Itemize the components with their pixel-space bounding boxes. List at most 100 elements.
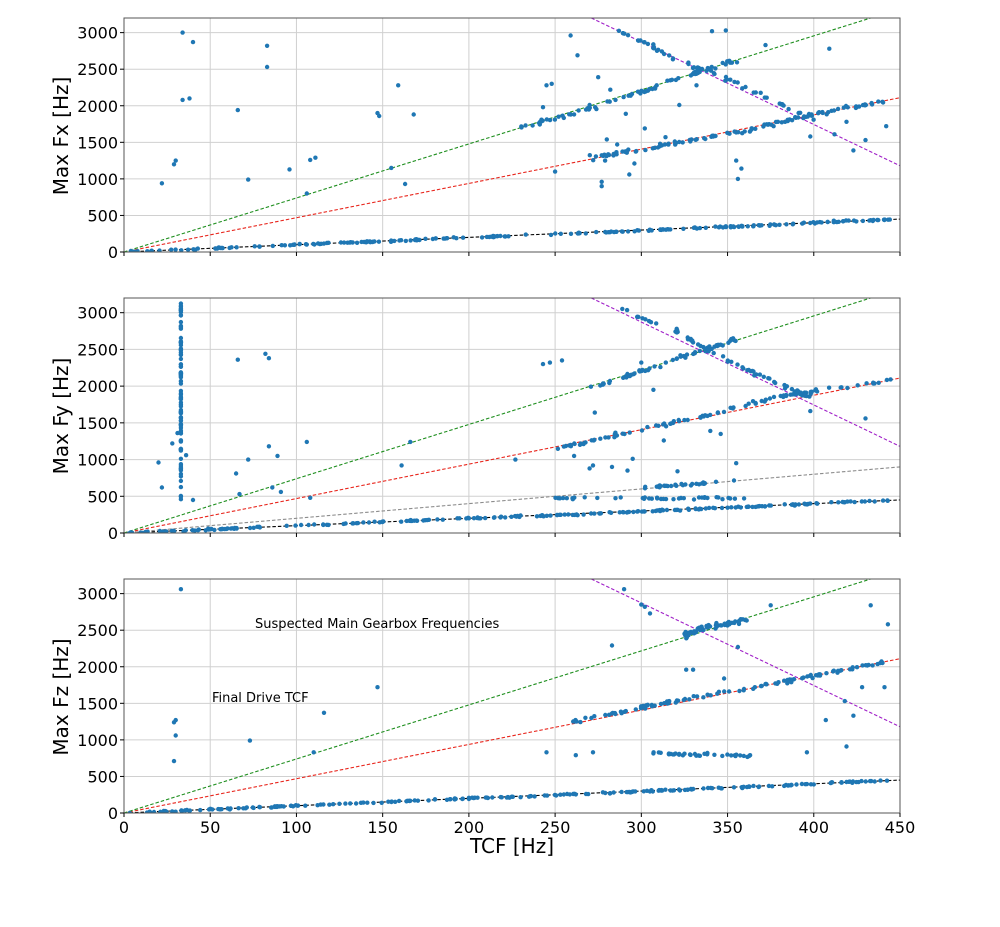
scatter-point: [175, 430, 180, 436]
scatter-point: [872, 381, 877, 386]
scatter-point: [867, 778, 873, 784]
scatter-point: [145, 249, 150, 252]
scatter-point: [729, 505, 734, 510]
scatter-point: [604, 153, 609, 159]
scatter-point: [623, 708, 628, 714]
scatter-point: [843, 103, 849, 109]
scatter-point: [815, 220, 820, 225]
scatter-point: [784, 393, 789, 399]
scatter-point: [575, 53, 580, 58]
scatter-point: [691, 497, 697, 502]
scatter-point: [635, 314, 640, 319]
scatter-point: [396, 83, 401, 88]
scatter-point: [157, 248, 162, 252]
scatter-point: [616, 28, 622, 33]
scatter-point: [592, 714, 597, 719]
scatter-point: [808, 408, 813, 414]
scatter-point: [663, 135, 668, 140]
scatter-point: [540, 361, 546, 367]
scatter-point: [668, 788, 673, 793]
scatter-point: [805, 674, 810, 679]
scatter-point: [768, 603, 773, 608]
scatter-point: [518, 795, 523, 800]
scatter-point: [634, 148, 639, 154]
scatter-point: [178, 456, 184, 461]
scatter-point: [662, 142, 668, 147]
scatter-point: [878, 778, 883, 783]
scatter-point: [823, 717, 828, 723]
scatter-point: [178, 370, 184, 375]
scatter-point: [337, 801, 342, 806]
scatter-point: [169, 247, 174, 252]
scatter-point: [793, 115, 798, 120]
y-tick-label: 1000: [77, 451, 118, 470]
scatter-point: [630, 456, 635, 461]
scatter-point: [246, 457, 251, 462]
scatter-point: [632, 161, 637, 166]
scatter-point: [560, 495, 566, 501]
scatter-point: [832, 132, 837, 137]
scatter-point: [624, 789, 629, 795]
scatter-point: [376, 239, 382, 244]
scatter-point: [635, 509, 640, 514]
scatter-point: [839, 385, 844, 390]
scatter-point: [742, 129, 747, 134]
scatter-point: [687, 752, 693, 757]
scatter-point: [839, 780, 844, 785]
scatter-point: [762, 122, 767, 127]
scatter-point: [653, 423, 659, 428]
scatter-point: [581, 512, 586, 517]
scatter-point: [408, 439, 413, 445]
scatter-point: [321, 522, 326, 528]
scatter-point: [192, 528, 197, 533]
scatter-point: [657, 485, 662, 490]
scatter-point: [626, 509, 632, 515]
scatter-point: [591, 158, 596, 163]
scatter-point: [396, 798, 402, 804]
scatter-point: [763, 681, 768, 687]
scatter-point: [627, 373, 632, 379]
scatter-point: [637, 368, 642, 374]
scatter-point: [552, 169, 558, 174]
scatter-point: [643, 317, 648, 322]
scatter-point: [725, 752, 730, 757]
scatter-point: [814, 501, 819, 506]
scatter-point: [775, 119, 781, 125]
scatter-point: [618, 495, 623, 500]
scatter-point: [674, 356, 679, 361]
scatter-point: [651, 45, 657, 50]
scatter-point: [549, 81, 554, 87]
scatter-point: [491, 515, 497, 520]
scatter-point: [758, 683, 764, 689]
scatter-point: [658, 364, 663, 370]
scatter-point: [266, 356, 272, 361]
scatter-point: [608, 87, 613, 92]
scatter-point: [347, 240, 353, 245]
scatter-point: [614, 433, 620, 438]
scatter-point: [556, 114, 561, 119]
scatter-point: [361, 520, 366, 525]
scatter-point: [178, 415, 184, 420]
scatter-point: [479, 235, 485, 240]
scatter-point: [885, 498, 890, 503]
scatter-point: [515, 513, 520, 519]
scatter-point: [234, 245, 239, 250]
scatter-point: [884, 124, 889, 129]
y-tick-label: 2500: [77, 621, 118, 640]
scatter-point: [772, 379, 777, 385]
scatter-point: [677, 102, 682, 108]
scatter-point: [805, 114, 810, 119]
scatter-point: [859, 685, 865, 690]
scatter-point: [683, 629, 688, 635]
y-tick-label: 1500: [77, 133, 118, 152]
scatter-point: [178, 304, 184, 309]
scatter-point: [399, 463, 404, 468]
scatter-point: [718, 431, 723, 437]
scatter-point: [731, 785, 737, 790]
scatter-point: [862, 499, 868, 504]
scatter-point: [771, 394, 777, 400]
scatter-point: [709, 29, 715, 34]
scatter-point: [671, 788, 677, 793]
scatter-point: [736, 224, 741, 229]
scatter-point: [440, 517, 445, 522]
